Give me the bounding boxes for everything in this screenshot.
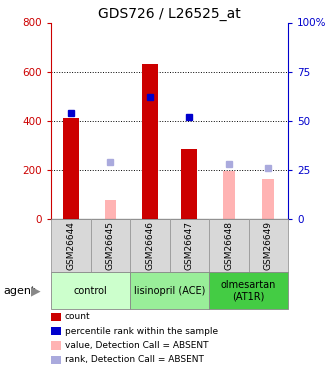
Bar <box>169 219 209 272</box>
Bar <box>181 149 197 219</box>
Text: rank, Detection Call = ABSENT: rank, Detection Call = ABSENT <box>65 355 204 364</box>
Bar <box>249 219 288 272</box>
Text: GSM26646: GSM26646 <box>145 221 155 270</box>
Text: ▶: ▶ <box>31 284 41 297</box>
Text: GSM26644: GSM26644 <box>67 221 75 270</box>
Text: count: count <box>65 312 90 321</box>
Text: value, Detection Call = ABSENT: value, Detection Call = ABSENT <box>65 341 208 350</box>
Bar <box>51 219 91 272</box>
Bar <box>105 200 117 219</box>
Bar <box>63 118 79 219</box>
Text: GSM26647: GSM26647 <box>185 221 194 270</box>
Text: lisinopril (ACE): lisinopril (ACE) <box>134 286 205 296</box>
Text: GSM26648: GSM26648 <box>224 221 233 270</box>
Bar <box>223 171 235 219</box>
Bar <box>51 272 130 309</box>
Text: GSM26645: GSM26645 <box>106 221 115 270</box>
Text: agent: agent <box>3 286 36 296</box>
Text: olmesartan
(AT1R): olmesartan (AT1R) <box>221 280 276 302</box>
Bar <box>209 272 288 309</box>
Bar <box>262 179 274 219</box>
Bar <box>209 219 249 272</box>
Title: GDS726 / L26525_at: GDS726 / L26525_at <box>98 8 241 21</box>
Text: control: control <box>74 286 108 296</box>
Bar <box>130 219 169 272</box>
Bar <box>142 64 158 219</box>
Bar <box>91 219 130 272</box>
Text: GSM26649: GSM26649 <box>264 221 273 270</box>
Bar <box>130 272 209 309</box>
Text: percentile rank within the sample: percentile rank within the sample <box>65 327 218 336</box>
